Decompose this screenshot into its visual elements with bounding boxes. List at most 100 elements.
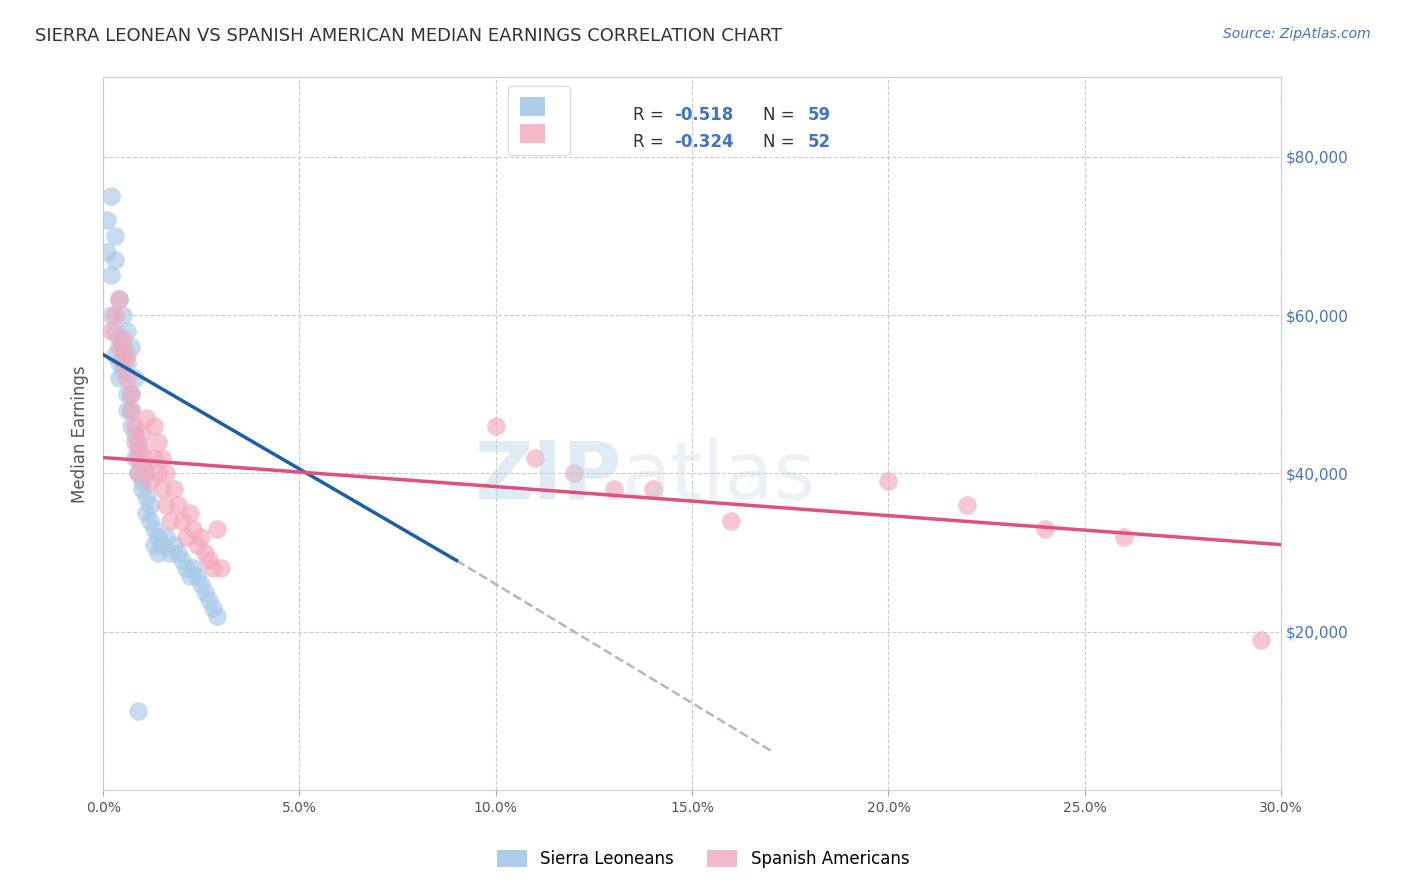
Point <box>127 442 149 457</box>
Point <box>194 585 217 599</box>
Point <box>115 403 138 417</box>
Text: 59: 59 <box>807 105 831 123</box>
Point <box>124 418 146 433</box>
Point <box>143 450 166 465</box>
Point <box>720 514 742 528</box>
Text: N =: N = <box>763 105 800 123</box>
Point <box>198 593 221 607</box>
Point <box>179 506 201 520</box>
Point <box>115 371 138 385</box>
Point <box>120 403 142 417</box>
Point <box>139 475 162 489</box>
Point <box>1035 522 1057 536</box>
Point <box>956 498 979 512</box>
Point <box>166 545 188 559</box>
Text: SIERRA LEONEAN VS SPANISH AMERICAN MEDIAN EARNINGS CORRELATION CHART: SIERRA LEONEAN VS SPANISH AMERICAN MEDIA… <box>35 27 782 45</box>
Point <box>135 490 157 504</box>
Point <box>190 577 212 591</box>
Point <box>108 371 131 385</box>
Point <box>108 332 131 346</box>
Text: 52: 52 <box>807 133 831 151</box>
Point <box>174 561 197 575</box>
Point <box>100 308 122 322</box>
Point <box>1250 632 1272 647</box>
Point <box>150 538 173 552</box>
Point <box>135 411 157 425</box>
Point <box>155 498 177 512</box>
Point <box>115 348 138 362</box>
Point <box>124 426 146 441</box>
Point <box>120 418 142 433</box>
Text: R =: R = <box>633 105 669 123</box>
Point <box>143 418 166 433</box>
Point <box>104 252 127 267</box>
Point <box>108 355 131 369</box>
Point <box>174 530 197 544</box>
Point <box>104 324 127 338</box>
Point <box>139 514 162 528</box>
Point <box>155 467 177 481</box>
Point <box>163 482 186 496</box>
Point <box>104 308 127 322</box>
Point <box>120 387 142 401</box>
Point <box>108 292 131 306</box>
Point <box>183 522 205 536</box>
Point <box>163 538 186 552</box>
Point <box>96 244 118 259</box>
Point <box>146 530 169 544</box>
Point <box>1112 530 1135 544</box>
Point <box>146 467 169 481</box>
Point <box>186 538 208 552</box>
Point <box>115 387 138 401</box>
Point <box>127 434 149 449</box>
Point <box>111 363 134 377</box>
Point <box>96 213 118 227</box>
Point <box>205 522 228 536</box>
Text: ZIP: ZIP <box>474 438 621 516</box>
Point <box>124 450 146 465</box>
Point <box>155 530 177 544</box>
Point <box>100 189 122 203</box>
Point <box>179 569 201 583</box>
Legend: , : , <box>508 86 569 155</box>
Text: -0.324: -0.324 <box>675 133 734 151</box>
Point <box>186 569 208 583</box>
Text: N =: N = <box>763 133 800 151</box>
Point <box>190 530 212 544</box>
Legend: Sierra Leoneans, Spanish Americans: Sierra Leoneans, Spanish Americans <box>491 843 915 875</box>
Point <box>120 403 142 417</box>
Point <box>877 475 900 489</box>
Point <box>641 482 664 496</box>
Point <box>524 450 547 465</box>
Point <box>104 228 127 243</box>
Text: -0.518: -0.518 <box>675 105 734 123</box>
Point <box>135 458 157 473</box>
Text: R =: R = <box>633 133 669 151</box>
Point <box>159 545 181 559</box>
Point <box>100 324 122 338</box>
Point <box>131 475 153 489</box>
Point <box>159 514 181 528</box>
Point <box>127 467 149 481</box>
Point <box>209 561 232 575</box>
Point <box>135 506 157 520</box>
Text: atlas: atlas <box>621 438 815 516</box>
Point <box>104 348 127 362</box>
Point <box>183 561 205 575</box>
Point <box>135 467 157 481</box>
Point <box>127 450 149 465</box>
Point <box>127 704 149 718</box>
Point <box>143 538 166 552</box>
Point <box>120 387 142 401</box>
Point <box>139 498 162 512</box>
Point <box>131 482 153 496</box>
Point <box>131 458 153 473</box>
Point <box>127 467 149 481</box>
Point <box>202 601 225 615</box>
Point <box>194 545 217 559</box>
Y-axis label: Median Earnings: Median Earnings <box>72 365 89 502</box>
Point <box>150 482 173 496</box>
Point <box>111 340 134 354</box>
Point <box>170 514 193 528</box>
Point <box>143 522 166 536</box>
